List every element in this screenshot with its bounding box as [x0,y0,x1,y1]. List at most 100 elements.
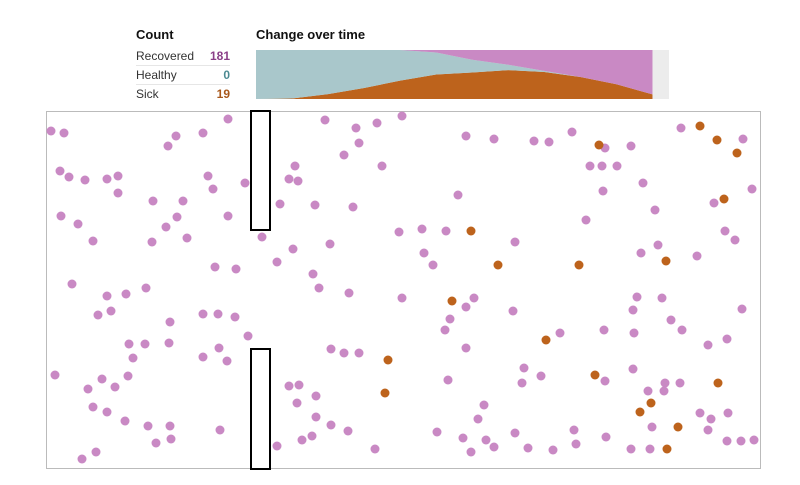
person-dot-recovered [311,412,321,422]
person-dot-recovered [730,235,740,245]
person-dot-sick [719,194,729,204]
person-dot-recovered [443,375,453,385]
person-dot-recovered [703,340,713,350]
count-label: Healthy [136,68,177,82]
person-dot-recovered [657,293,667,303]
person-dot-recovered [231,264,241,274]
person-dot-recovered [536,371,546,381]
quarantine-wall-top [250,110,271,231]
person-dot-recovered [632,292,642,302]
person-dot-recovered [394,227,404,237]
person-dot-sick [574,260,584,270]
person-dot-recovered [706,414,716,424]
person-dot-sick [635,407,645,417]
person-dot-recovered [736,436,746,446]
person-dot-recovered [659,386,669,396]
person-dot-recovered [445,314,455,324]
person-dot-recovered [106,306,116,316]
count-row-healthy: Healthy 0 [136,66,230,85]
person-dot-recovered [210,262,220,272]
person-dot-sick [590,370,600,380]
person-dot-recovered [601,432,611,442]
person-dot-sick [466,226,476,236]
person-dot-sick [541,335,551,345]
person-dot-recovered [585,161,595,171]
person-dot-recovered [311,391,321,401]
person-dot-recovered [666,315,676,325]
area-sick [256,70,653,99]
person-dot-recovered [419,248,429,258]
person-dot-recovered [709,198,719,208]
person-dot-recovered [626,444,636,454]
person-dot-recovered [240,178,250,188]
person-dot-recovered [466,447,476,457]
person-dot-recovered [140,339,150,349]
simulation-border [46,111,761,469]
person-dot-recovered [163,141,173,151]
person-dot-recovered [441,226,451,236]
person-dot-recovered [97,374,107,384]
person-dot-recovered [354,348,364,358]
person-dot-recovered [83,384,93,394]
person-dot-recovered [121,289,131,299]
count-value: 19 [216,87,230,101]
person-dot-recovered [473,414,483,424]
person-dot-sick [662,444,672,454]
person-dot-recovered [320,115,330,125]
person-dot-sick [383,355,393,365]
person-dot-recovered [432,427,442,437]
person-dot-recovered [325,239,335,249]
person-dot-recovered [645,444,655,454]
person-dot-recovered [308,269,318,279]
person-dot-recovered [166,434,176,444]
person-dot-recovered [284,174,294,184]
person-dot-recovered [650,205,660,215]
person-dot-recovered [88,236,98,246]
person-dot-recovered [178,196,188,206]
person-dot-recovered [628,305,638,315]
person-dot-recovered [597,161,607,171]
count-row-recovered: Recovered 181 [136,47,230,66]
count-value: 0 [223,68,230,82]
person-dot-recovered [703,425,713,435]
person-dot-recovered [208,184,218,194]
person-dot-sick [646,398,656,408]
person-dot-recovered [80,175,90,185]
person-dot-recovered [293,176,303,186]
person-dot-recovered [720,226,730,236]
person-dot-recovered [120,416,130,426]
person-dot-recovered [569,425,579,435]
person-dot-recovered [272,257,282,267]
person-dot-sick [661,256,671,266]
person-dot-recovered [67,279,77,289]
person-dot-recovered [508,306,518,316]
person-dot-recovered [555,328,565,338]
person-dot-recovered [510,428,520,438]
area-healthy [256,50,653,99]
person-dot-recovered [548,445,558,455]
person-dot-recovered [46,126,56,136]
person-dot-recovered [581,215,591,225]
person-dot-recovered [660,378,670,388]
person-dot-recovered [110,382,120,392]
person-dot-recovered [692,251,702,261]
person-dot-recovered [723,408,733,418]
person-dot-recovered [461,131,471,141]
person-dot-recovered [102,407,112,417]
person-dot-recovered [213,309,223,319]
person-dot-recovered [417,224,427,234]
person-dot-recovered [314,283,324,293]
person-dot-recovered [198,309,208,319]
person-dot-recovered [257,232,267,242]
person-dot-recovered [297,435,307,445]
person-dot-recovered [653,240,663,250]
person-dot-recovered [128,353,138,363]
person-dot-recovered [161,222,171,232]
person-dot-recovered [428,260,438,270]
person-dot-recovered [73,219,83,229]
person-dot-recovered [171,131,181,141]
person-dot-recovered [91,447,101,457]
person-dot-recovered [348,202,358,212]
count-value: 181 [209,49,230,63]
